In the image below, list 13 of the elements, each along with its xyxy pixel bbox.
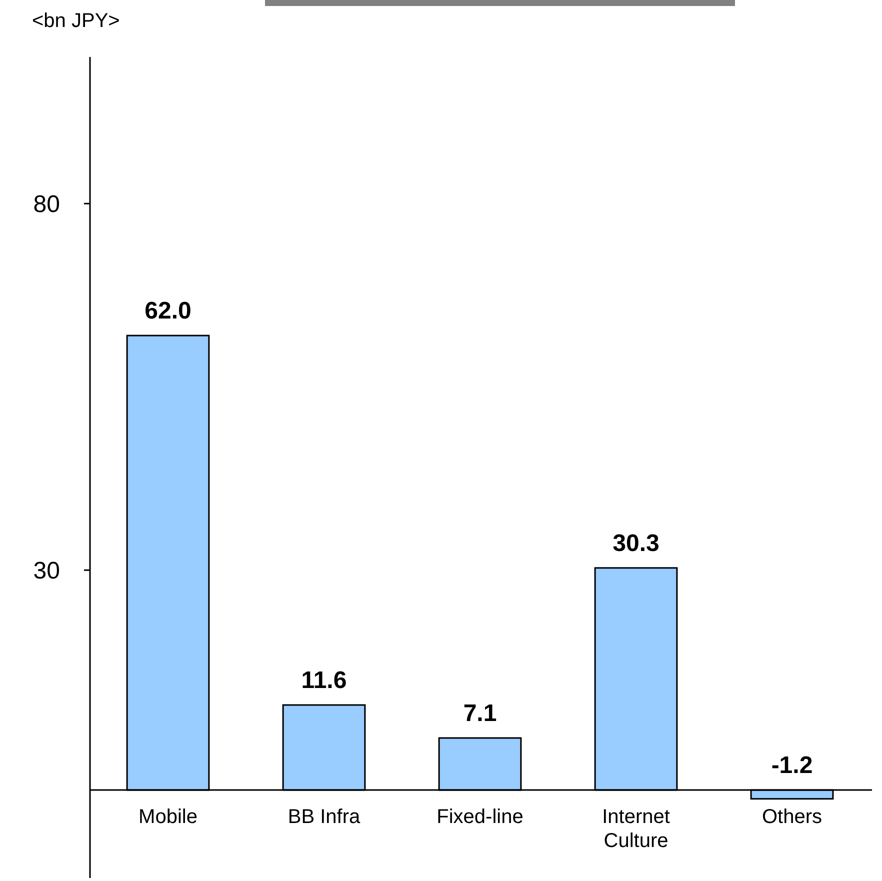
data-label: 7.1 xyxy=(463,700,497,727)
data-label: -1.2 xyxy=(771,752,813,780)
x-tick-label: Internet Culture xyxy=(602,806,670,852)
y-axis-title: <bn JPY> xyxy=(32,10,120,32)
y-tick-label: 80 xyxy=(33,191,60,218)
x-tick-label: Mobile xyxy=(138,806,198,828)
data-label: 30.3 xyxy=(612,530,660,557)
x-tick-label: Fixed-line xyxy=(436,806,524,828)
x-tick-label: Others xyxy=(762,806,822,828)
data-label: 62.0 xyxy=(144,298,192,325)
x-tick-label: BB Infra xyxy=(288,806,361,828)
data-label: 11.6 xyxy=(301,667,347,694)
y-tick-label: 30 xyxy=(33,558,60,585)
